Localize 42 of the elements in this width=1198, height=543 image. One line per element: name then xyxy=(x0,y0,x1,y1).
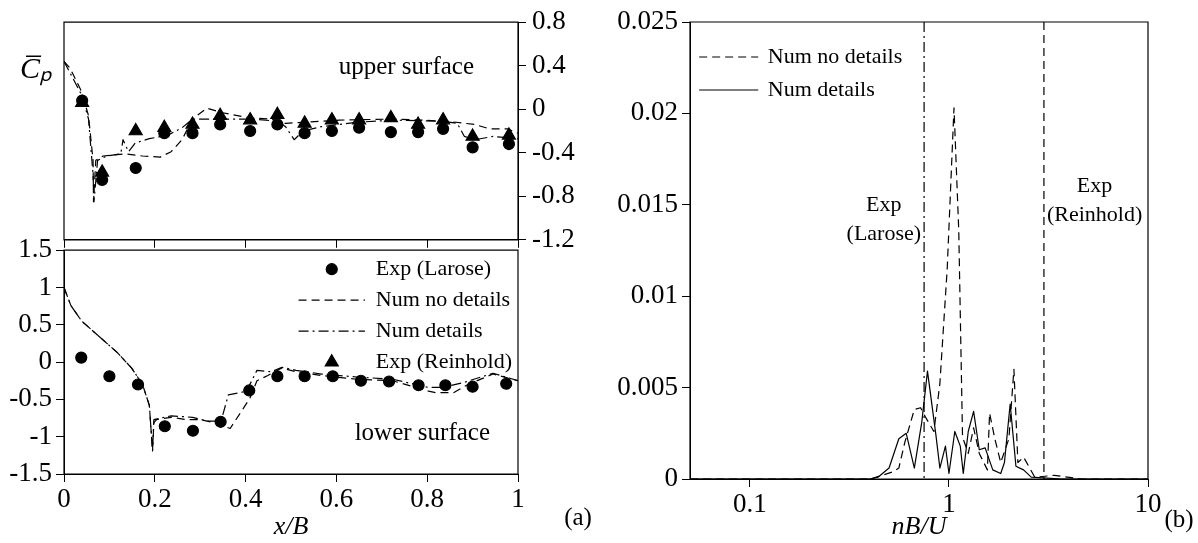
legend-label: Exp (Larose) xyxy=(375,254,492,280)
y-tick-label: 0.025 xyxy=(617,5,678,36)
legend-label: Num details xyxy=(767,75,875,101)
y-tick-label: 0 xyxy=(38,345,52,376)
y-tick-label: 0.005 xyxy=(617,370,678,401)
y2-tick-label: -0.4 xyxy=(532,135,576,166)
x-axis-title: x/B xyxy=(272,511,309,541)
y2-tick-label: 0.8 xyxy=(532,5,566,36)
y-tick-label: -0.5 xyxy=(9,382,52,413)
y-axis-title: C̅ₚ xyxy=(19,51,53,87)
annotation: upper surface xyxy=(338,51,474,79)
y-tick-label: -1 xyxy=(29,419,52,450)
y-tick-label: 1 xyxy=(38,270,52,301)
legend-label: Num details xyxy=(375,316,483,342)
y-tick-label: 0.01 xyxy=(630,279,678,310)
x-tick-label: 0.1 xyxy=(733,488,767,519)
text: (a) xyxy=(564,502,592,531)
y-tick-label: 0.5 xyxy=(18,307,52,338)
x-tick-label: 0.2 xyxy=(137,483,172,514)
y2-tick-label: -0.8 xyxy=(532,179,575,210)
y2-tick-label: 0.4 xyxy=(532,48,567,79)
x-tick-label: 0.8 xyxy=(410,483,445,514)
x-axis-title: nB/U xyxy=(891,511,949,541)
annotation: lower surface xyxy=(354,417,490,445)
ref-line-label: Exp (Reinhold) xyxy=(1046,171,1143,226)
x-tick-label: 1 xyxy=(511,483,525,514)
x-tick-label: 0 xyxy=(57,483,71,514)
x-tick-label: 0.4 xyxy=(228,483,263,514)
y-tick-label: -1.5 xyxy=(9,457,52,488)
y-tick-label: 0.015 xyxy=(617,187,678,218)
legend-label: Num no details xyxy=(767,42,903,68)
x-tick-label: 10 xyxy=(1134,488,1162,519)
y-tick-label: 1.5 xyxy=(18,233,52,264)
ref-line-label: Exp (Larose) xyxy=(846,190,922,245)
legend-label: Exp (Reinhold) xyxy=(375,347,513,373)
y-tick-label: 0.02 xyxy=(630,96,678,127)
x-tick-label: 0.6 xyxy=(319,483,354,514)
text: (b) xyxy=(1164,504,1194,533)
y2-tick-label: -1.2 xyxy=(532,222,575,253)
y-tick-label: 0 xyxy=(664,462,678,493)
y2-tick-label: 0 xyxy=(532,92,546,123)
legend-label: Num no details xyxy=(375,285,511,311)
